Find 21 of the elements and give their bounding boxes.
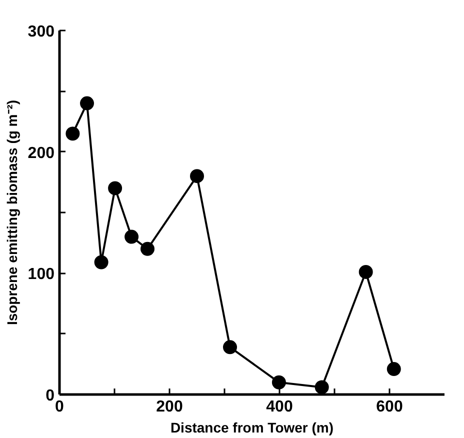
point <box>190 169 204 184</box>
y-tick-label: 200 <box>28 144 55 162</box>
y-tick-label: 100 <box>28 266 55 284</box>
point <box>386 362 401 376</box>
point <box>80 96 94 110</box>
y-tick-label: 0 <box>46 388 55 404</box>
point <box>108 181 122 196</box>
point <box>124 230 139 244</box>
point <box>358 264 373 279</box>
x-tick-label: 400 <box>266 398 293 416</box>
point <box>66 126 80 141</box>
point <box>140 242 154 256</box>
point <box>314 380 329 394</box>
x-axis-title: Distance from Tower (m) <box>170 420 334 436</box>
x-tick-label: 200 <box>156 398 183 416</box>
y-axis-title: Isoprene emitting biomass (g m⁻²) <box>4 100 20 326</box>
point <box>94 255 108 270</box>
point <box>223 340 237 354</box>
x-tick-label: 600 <box>376 398 403 416</box>
point <box>272 375 286 390</box>
y-tick-label: 300 <box>28 24 55 40</box>
